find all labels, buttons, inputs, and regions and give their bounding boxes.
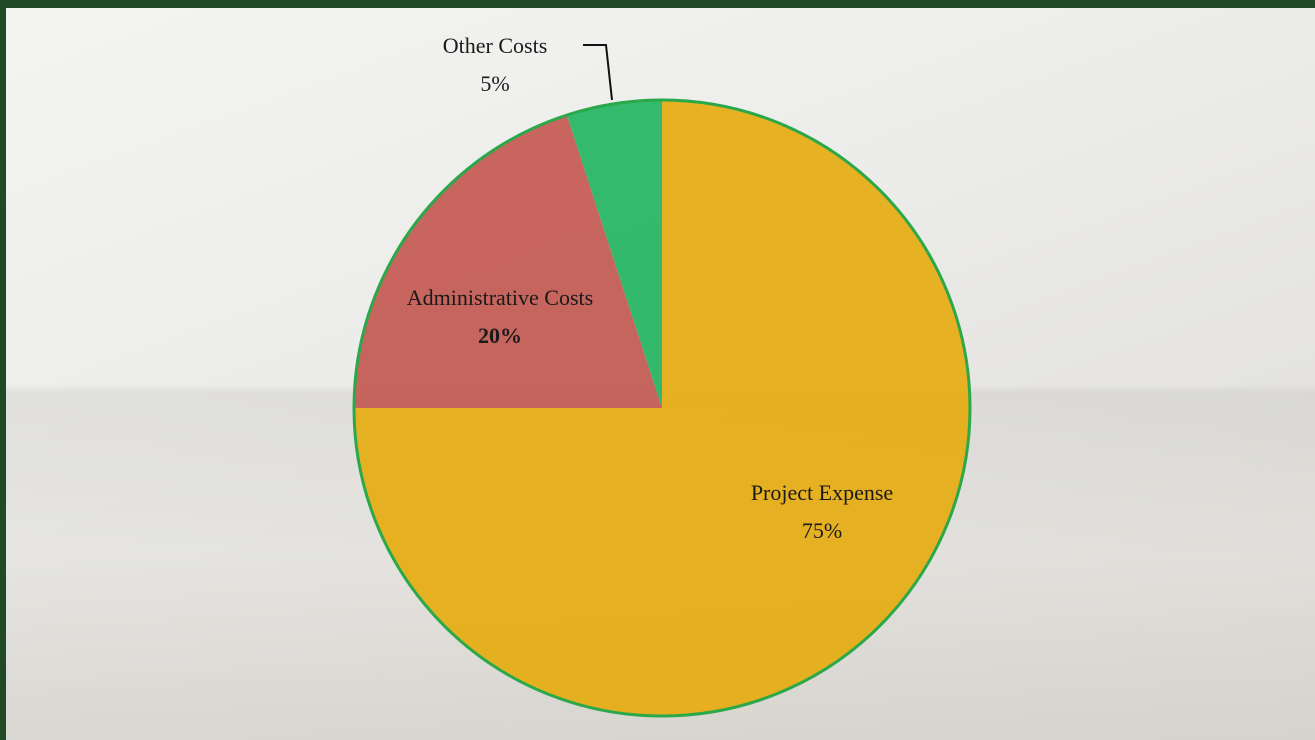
page: (() => { const data = JSON.parse(documen… — [0, 0, 1315, 740]
leader-line — [583, 45, 612, 100]
category-label: Administrative Costs — [385, 279, 615, 317]
category-label: Project Expense — [692, 474, 952, 512]
chart — [0, 0, 1315, 740]
value-label: 20% — [385, 317, 615, 355]
value-label: 75% — [692, 512, 952, 550]
category-label: Other Costs — [410, 27, 580, 65]
value-label: 5% — [410, 65, 580, 103]
